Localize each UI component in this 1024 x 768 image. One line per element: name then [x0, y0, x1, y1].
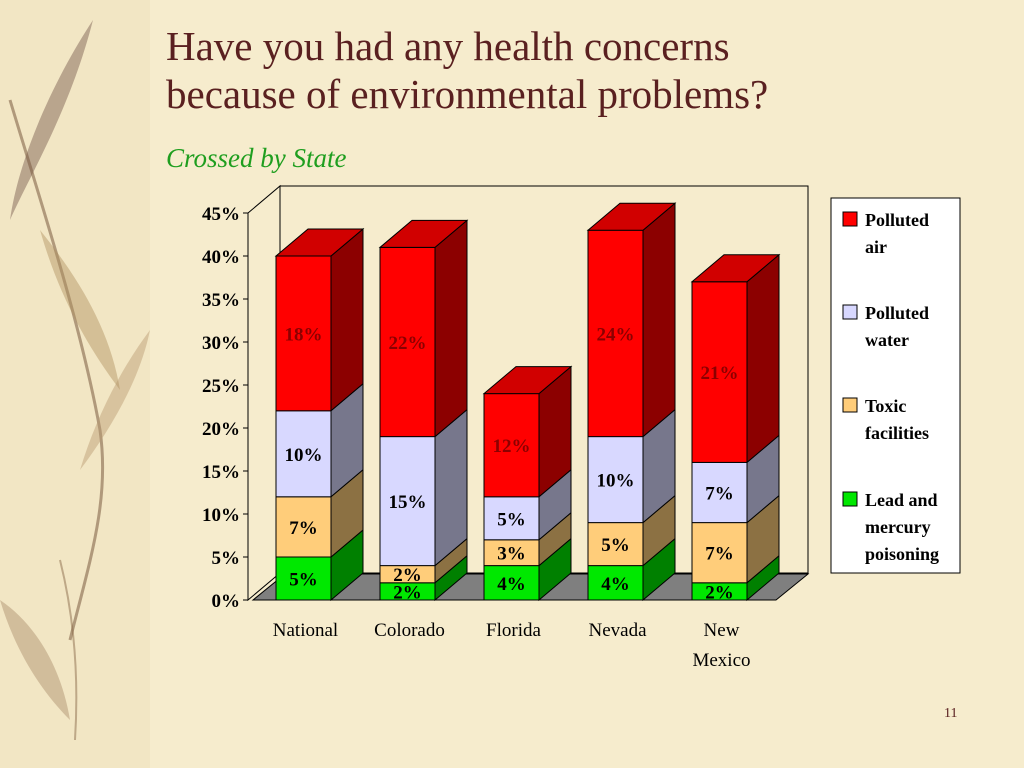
data-label: 5% [289, 570, 318, 591]
data-label: 2% [393, 582, 422, 603]
y-tick-label: 30% [202, 333, 240, 354]
title-line-2: because of environmental problems? [166, 71, 769, 117]
chart-side-wall [247, 184, 281, 602]
y-tick-label: 10% [202, 505, 240, 526]
bar-top [586, 202, 677, 231]
bar-top [378, 219, 469, 248]
bar-top [482, 366, 573, 395]
x-category-label: National [273, 620, 338, 641]
data-label: 7% [705, 484, 734, 505]
x-category-label: New [704, 620, 740, 641]
bar-segment [587, 436, 644, 524]
legend-label: mercury [865, 517, 931, 537]
y-tick-label: 40% [202, 247, 240, 268]
x-category-label: Colorado [374, 620, 445, 641]
bar-segment [691, 522, 748, 584]
bar-segment [275, 255, 332, 412]
y-tick-label: 25% [202, 376, 240, 397]
bar-segment-side [434, 219, 468, 438]
bar-segment [691, 461, 748, 524]
bar-segment [587, 565, 644, 601]
x-category-label: Florida [486, 620, 541, 641]
x-category-label: Mexico [692, 650, 750, 671]
bar-segment-side [642, 202, 676, 438]
legend-label: poisoning [865, 544, 939, 564]
y-tick-label: 15% [202, 462, 240, 483]
data-label: 18% [285, 324, 323, 345]
legend-swatch [842, 397, 858, 413]
y-tick-label: 35% [202, 290, 240, 311]
data-label: 7% [705, 544, 734, 565]
data-label: 22% [389, 333, 427, 354]
legend-label: air [865, 237, 887, 257]
bar-top [690, 254, 781, 283]
bar-segment [275, 410, 332, 498]
slide-title: Have you had any health concerns because… [166, 22, 1006, 118]
page-number: 11 [944, 706, 958, 721]
data-label: 3% [497, 544, 526, 565]
data-label: 2% [705, 582, 734, 603]
legend-label: water [865, 330, 909, 350]
legend-label: Lead and [865, 490, 938, 510]
data-label: 7% [289, 518, 318, 539]
legend-box [830, 197, 961, 574]
legend-swatch [842, 211, 858, 227]
data-label: 2% [393, 565, 422, 586]
legend-swatch [842, 491, 858, 507]
title-line-1: Have you had any health concerns [166, 23, 730, 69]
bar-segment [483, 393, 540, 498]
x-category-label: Nevada [588, 620, 647, 641]
data-label: 15% [389, 492, 427, 513]
bar-segment [483, 565, 540, 601]
y-tick-label: 0% [212, 591, 241, 612]
slide-subtitle: Crossed by State [166, 143, 347, 173]
data-label: 21% [701, 363, 739, 384]
bar-segment [275, 556, 332, 601]
legend-label: Toxic [865, 396, 906, 416]
y-tick-label: 45% [202, 204, 240, 225]
data-label: 4% [497, 574, 526, 595]
legend-label: facilities [865, 423, 929, 443]
data-label: 5% [497, 509, 526, 530]
data-label: 10% [597, 471, 635, 492]
data-label: 4% [601, 574, 630, 595]
data-label: 12% [493, 436, 531, 457]
legend-label: Polluted [865, 303, 929, 323]
bar-segment-side [746, 253, 780, 464]
legend-label: Polluted [865, 210, 929, 230]
data-label: 10% [285, 445, 323, 466]
legend-swatch [842, 304, 858, 320]
y-tick-label: 20% [202, 419, 240, 440]
data-label: 5% [601, 535, 630, 556]
y-tick-label: 5% [212, 548, 241, 569]
bar-segment-side [330, 227, 364, 412]
data-label: 24% [597, 324, 635, 345]
bar-segment [587, 522, 644, 567]
bar-top [274, 228, 365, 257]
